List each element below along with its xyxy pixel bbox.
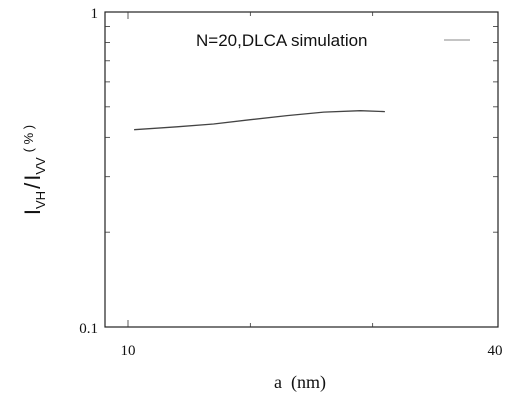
x-axis-label: a (nm): [274, 372, 326, 393]
y-label-sub2: VV: [33, 157, 48, 175]
y-minor-ticks: [105, 26, 498, 233]
x-tick-label-40: 40: [488, 343, 503, 359]
y-axis-label: IVH/IVV( % ): [20, 125, 48, 215]
y-label-i1: I: [20, 209, 45, 215]
x-tick-label-10: 10: [121, 343, 136, 359]
plot-frame: [104, 11, 499, 328]
y-label-sub1: VH: [33, 191, 48, 209]
legend-label: N=20,DLCA simulation: [196, 31, 368, 50]
svg-text:IVH/IVV( % ): IVH/IVV( % ): [20, 125, 48, 215]
y-label-unit: ( % ): [21, 125, 36, 152]
x-minor-ticks: [127, 12, 374, 327]
y-label-slash: /: [20, 182, 45, 189]
y-label-i2: I: [20, 175, 45, 181]
y-tick-label-0.1: 0.1: [79, 321, 98, 337]
y-tick-label-1: 1: [91, 6, 99, 22]
series-line-dlca: [134, 110, 385, 131]
